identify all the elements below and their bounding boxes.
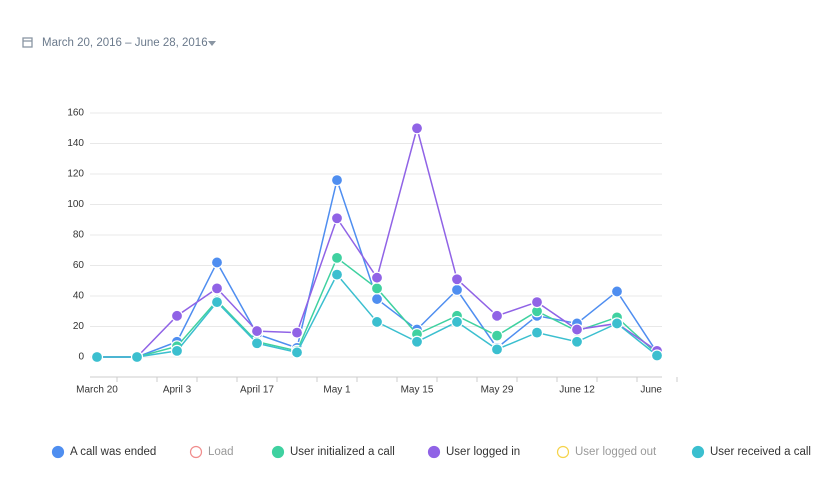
legend-label[interactable]: User initialized a call bbox=[290, 446, 395, 458]
y-tick-label: 40 bbox=[73, 291, 85, 302]
data-point bbox=[210, 256, 224, 269]
legend-label[interactable]: Load bbox=[208, 446, 234, 458]
y-tick-label: 140 bbox=[67, 138, 84, 149]
data-point bbox=[370, 315, 384, 329]
x-tick-label: May 29 bbox=[481, 385, 514, 396]
calendar-icon bbox=[22, 37, 33, 48]
y-tick-label: 160 bbox=[67, 108, 84, 119]
x-tick-label: June 12 bbox=[559, 385, 595, 396]
legend-marker[interactable] bbox=[427, 445, 441, 459]
data-point bbox=[330, 212, 344, 225]
data-point bbox=[370, 292, 384, 306]
data-point bbox=[170, 344, 184, 357]
legend-marker[interactable] bbox=[556, 445, 570, 459]
x-tick-label: April 3 bbox=[163, 385, 192, 396]
legend-label[interactable]: User received a call bbox=[710, 446, 811, 458]
data-point bbox=[410, 122, 424, 135]
legend-marker[interactable] bbox=[271, 445, 285, 459]
data-point bbox=[530, 296, 544, 309]
x-tick-label: April 17 bbox=[240, 385, 274, 396]
data-point bbox=[610, 317, 624, 330]
data-point bbox=[410, 335, 424, 348]
data-point bbox=[130, 350, 144, 364]
data-point bbox=[330, 251, 344, 264]
data-point bbox=[250, 337, 264, 350]
date-range[interactable]: March 20, 2016 – June 28, 2016 bbox=[42, 37, 208, 49]
x-tick-label: June bbox=[640, 385, 662, 396]
y-tick-label: 20 bbox=[73, 321, 85, 332]
data-point bbox=[570, 335, 584, 348]
legend-marker[interactable] bbox=[51, 445, 65, 459]
data-point bbox=[490, 343, 504, 356]
data-point bbox=[290, 326, 304, 339]
data-point bbox=[370, 282, 384, 295]
y-tick-label: 80 bbox=[73, 230, 85, 241]
data-point bbox=[450, 273, 464, 286]
data-point bbox=[450, 315, 464, 329]
data-point bbox=[290, 346, 304, 359]
data-point bbox=[330, 174, 344, 187]
data-point bbox=[210, 296, 224, 309]
y-tick-label: 120 bbox=[67, 169, 84, 180]
data-point bbox=[650, 349, 664, 362]
caret bbox=[208, 41, 216, 46]
y-tick-label: 60 bbox=[73, 260, 85, 271]
y-tick-label: 0 bbox=[78, 352, 84, 363]
y-tick-label: 100 bbox=[67, 199, 84, 210]
x-tick-label: May 15 bbox=[401, 385, 434, 396]
legend-marker[interactable] bbox=[189, 445, 203, 459]
legend-label[interactable]: A call was ended bbox=[70, 446, 156, 458]
data-point bbox=[370, 271, 384, 284]
legend-marker[interactable] bbox=[691, 445, 705, 459]
legend-label[interactable]: User logged in bbox=[446, 446, 520, 458]
legend-label[interactable]: User logged out bbox=[575, 446, 657, 458]
data-point bbox=[610, 285, 624, 298]
data-point bbox=[170, 309, 184, 322]
date-picker[interactable]: March 20, 2016 – June 28, 2016 bbox=[22, 37, 216, 49]
data-point bbox=[490, 309, 504, 322]
x-tick-label: May 1 bbox=[323, 385, 351, 396]
data-point bbox=[250, 324, 264, 338]
data-point bbox=[530, 326, 544, 339]
data-point bbox=[570, 323, 584, 336]
data-point bbox=[330, 268, 344, 281]
data-point bbox=[450, 283, 464, 296]
data-point bbox=[490, 329, 504, 342]
data-point bbox=[90, 350, 104, 364]
data-point bbox=[210, 282, 224, 295]
x-tick-label: March 20 bbox=[76, 385, 118, 396]
